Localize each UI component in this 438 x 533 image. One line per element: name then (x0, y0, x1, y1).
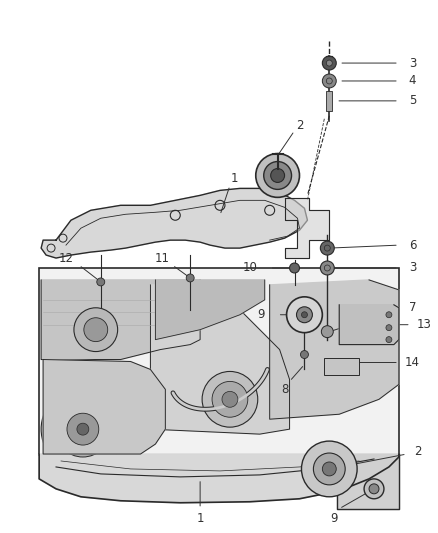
Polygon shape (41, 280, 200, 360)
Circle shape (74, 308, 118, 352)
Bar (324, 358, 359, 375)
Text: 1: 1 (231, 172, 239, 185)
Circle shape (322, 462, 336, 476)
Text: 13: 13 (417, 318, 431, 331)
Text: 10: 10 (243, 262, 258, 274)
Circle shape (297, 307, 312, 322)
Text: 3: 3 (409, 56, 416, 70)
FancyBboxPatch shape (326, 91, 332, 111)
Polygon shape (339, 305, 399, 345)
Circle shape (212, 382, 248, 417)
Polygon shape (155, 280, 265, 340)
Polygon shape (270, 280, 399, 419)
Circle shape (271, 168, 285, 182)
Circle shape (364, 479, 384, 499)
Text: 1: 1 (196, 512, 204, 525)
Circle shape (369, 484, 379, 494)
Text: 14: 14 (405, 356, 420, 369)
Text: 3: 3 (409, 262, 416, 274)
Text: 12: 12 (59, 252, 74, 264)
Circle shape (321, 326, 333, 337)
Text: 9: 9 (331, 512, 338, 525)
Circle shape (222, 391, 238, 407)
Circle shape (320, 241, 334, 255)
Circle shape (77, 423, 89, 435)
Polygon shape (337, 454, 399, 508)
Circle shape (256, 154, 300, 197)
Circle shape (202, 372, 258, 427)
Circle shape (97, 278, 105, 286)
Circle shape (386, 337, 392, 343)
Bar (39, 268, 399, 455)
Text: 11: 11 (155, 252, 170, 264)
Circle shape (326, 60, 332, 66)
Text: 7: 7 (409, 301, 416, 314)
Polygon shape (43, 360, 165, 454)
Circle shape (301, 441, 357, 497)
Circle shape (41, 387, 124, 471)
Circle shape (290, 263, 300, 273)
Circle shape (322, 74, 336, 88)
Polygon shape (285, 198, 329, 258)
Circle shape (300, 351, 308, 359)
Text: 2: 2 (296, 119, 303, 132)
Text: 2: 2 (414, 445, 421, 457)
Circle shape (386, 325, 392, 330)
Circle shape (386, 312, 392, 318)
Circle shape (286, 297, 322, 333)
Circle shape (314, 453, 345, 485)
Circle shape (264, 161, 292, 189)
Text: 9: 9 (257, 308, 265, 321)
Text: 5: 5 (409, 94, 416, 107)
Text: 8: 8 (281, 383, 288, 396)
Circle shape (301, 312, 307, 318)
Circle shape (67, 413, 99, 445)
Polygon shape (39, 454, 399, 503)
Circle shape (186, 274, 194, 282)
Text: 6: 6 (409, 239, 416, 252)
Polygon shape (41, 188, 307, 258)
Text: 4: 4 (409, 75, 416, 87)
Polygon shape (150, 285, 290, 434)
Circle shape (55, 401, 111, 457)
Circle shape (320, 261, 334, 275)
Circle shape (84, 318, 108, 342)
Circle shape (322, 56, 336, 70)
